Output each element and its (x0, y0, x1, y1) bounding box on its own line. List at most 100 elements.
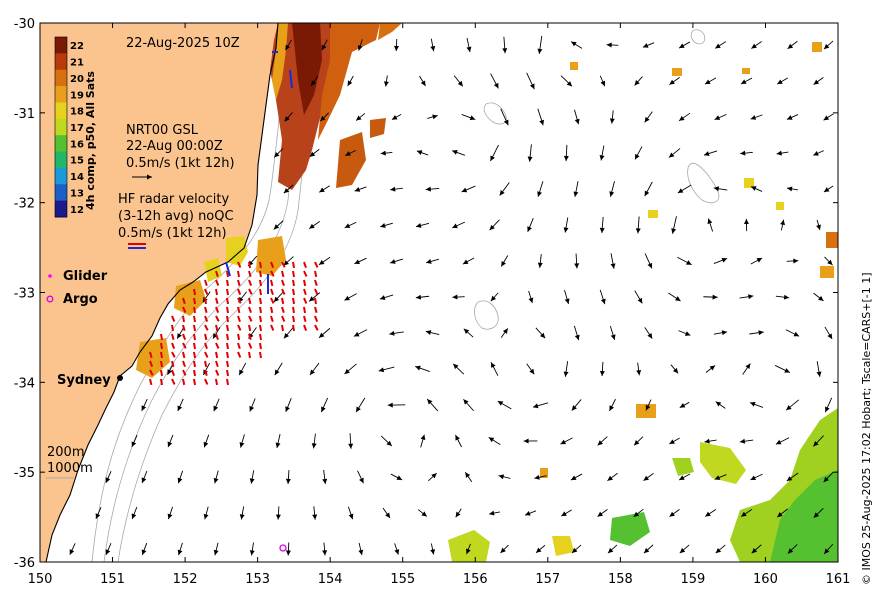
hf-radar-vector (161, 343, 162, 349)
hf-radar-vector (205, 361, 206, 367)
colorbar-tick-label: 12 (70, 205, 84, 216)
y-tick-label: -33 (14, 287, 35, 302)
hf-radar-vector (227, 298, 228, 304)
hf-radar-vector (293, 298, 294, 304)
y-tick-label: -30 (14, 17, 35, 32)
hf-radar-vector (227, 352, 228, 358)
altimetry-source: NRT00 GSL (126, 123, 199, 138)
hf-radar-vector (260, 334, 261, 340)
x-tick-label: 153 (245, 572, 270, 587)
colorbar-tick-label: 15 (70, 156, 84, 167)
hf-radar-vector (227, 280, 228, 286)
isobath-200-label: 200m (47, 445, 84, 460)
hf-radar-vector (183, 352, 184, 358)
colorbar-tick-label: 20 (70, 74, 84, 85)
colorbar-tick-label: 19 (70, 90, 84, 101)
hf-radar-vector (194, 298, 195, 304)
hf-radar-vector (227, 379, 228, 385)
hf-radar-vector (194, 343, 195, 349)
sst-patch (648, 210, 658, 218)
hf-radar-vector (216, 325, 217, 331)
hf-radar-vector (183, 379, 184, 385)
hf-radar-vector (161, 370, 162, 376)
hf-radar-vector (194, 370, 195, 376)
hf-radar-vector (293, 307, 294, 313)
colorbar-tick-label: 22 (70, 41, 84, 52)
hf-radar-vector (260, 280, 261, 286)
hf-radar-vector (161, 334, 162, 340)
x-tick-label: 159 (680, 572, 705, 587)
glider-legend-marker (48, 274, 52, 278)
hf-radar-vector (260, 316, 261, 322)
colorbar-tick-label: 17 (70, 123, 84, 134)
hf-radar-subtitle: (3-12h avg) noQC (118, 209, 234, 224)
hf-radar-vector (227, 361, 228, 367)
hf-radar-vector (227, 289, 228, 295)
hf-radar-vector (227, 307, 228, 313)
hf-radar-vector (249, 352, 250, 358)
credit-text: © IMOS 25-Aug-2025 17:02 Hobart; Tscale=… (860, 272, 873, 585)
x-tick-label: 157 (535, 572, 560, 587)
colorbar-swatch (55, 135, 67, 152)
hf-radar-vector (238, 307, 239, 313)
hf-radar-vector (205, 334, 206, 340)
colorbar-swatch (55, 152, 67, 169)
hf-radar-vector (304, 280, 305, 286)
hf-radar-vector (194, 316, 195, 322)
argo-legend-label: Argo (63, 292, 98, 307)
hf-radar-vector (260, 289, 261, 295)
hf-radar-vector (194, 325, 195, 331)
hf-radar-vector (227, 343, 228, 349)
hf-radar-vector (249, 262, 250, 268)
x-tick-label: 161 (826, 572, 851, 587)
x-tick-label: 151 (100, 572, 125, 587)
sydney-label: Sydney (57, 373, 111, 388)
hf-radar-vector (216, 289, 217, 295)
colorbar-tick-label: 16 (70, 139, 84, 150)
hf-radar-vector (172, 361, 173, 367)
hf-radar-vector (172, 325, 173, 331)
hf-radar-vector (238, 271, 239, 277)
x-tick-label: 152 (173, 572, 198, 587)
colorbar-tick-label: 21 (70, 58, 84, 69)
x-tick-label: 158 (608, 572, 633, 587)
sst-patch (776, 202, 784, 210)
hf-radar-vector (260, 307, 261, 313)
sydney-marker (117, 375, 123, 381)
hf-radar-vector (282, 325, 283, 331)
hf-radar-vector (293, 262, 294, 268)
colorbar-label: 4h comp, p50, All Sats (84, 71, 97, 210)
x-tick-label: 150 (28, 572, 53, 587)
altimetry-scale-label: 0.5m/s (1kt 12h) (126, 156, 235, 171)
sst-patch (812, 42, 822, 52)
hf-radar-vector (260, 271, 261, 277)
y-tick-label: -32 (14, 197, 35, 212)
colorbar-swatch (55, 168, 67, 185)
hf-radar-vector (293, 289, 294, 295)
sst-patch (570, 62, 578, 70)
y-tick-label: -35 (14, 466, 35, 481)
hf-radar-vector (194, 334, 195, 340)
colorbar-swatch (55, 201, 67, 218)
hf-radar-vector (194, 289, 195, 295)
x-tick-label: 155 (390, 572, 415, 587)
hf-radar-vector (161, 352, 162, 358)
hf-radar-vector (194, 307, 195, 313)
sst-patch (672, 68, 682, 76)
colorbar-swatch (55, 119, 67, 136)
colorbar-swatch (55, 86, 67, 103)
hf-radar-vector (227, 334, 228, 340)
hf-radar-vector (238, 334, 239, 340)
hf-radar-vector (216, 379, 217, 385)
hf-radar-vector (260, 262, 261, 268)
map-timestamp: 22-Aug-2025 10Z (126, 36, 240, 51)
hf-radar-vector (194, 352, 195, 358)
hf-radar-vector (249, 298, 250, 304)
hf-radar-vector (271, 307, 272, 313)
hf-radar-vector (260, 343, 261, 349)
hf-radar-vector (282, 271, 283, 277)
isobath-1000-label: 1000m (47, 461, 93, 476)
